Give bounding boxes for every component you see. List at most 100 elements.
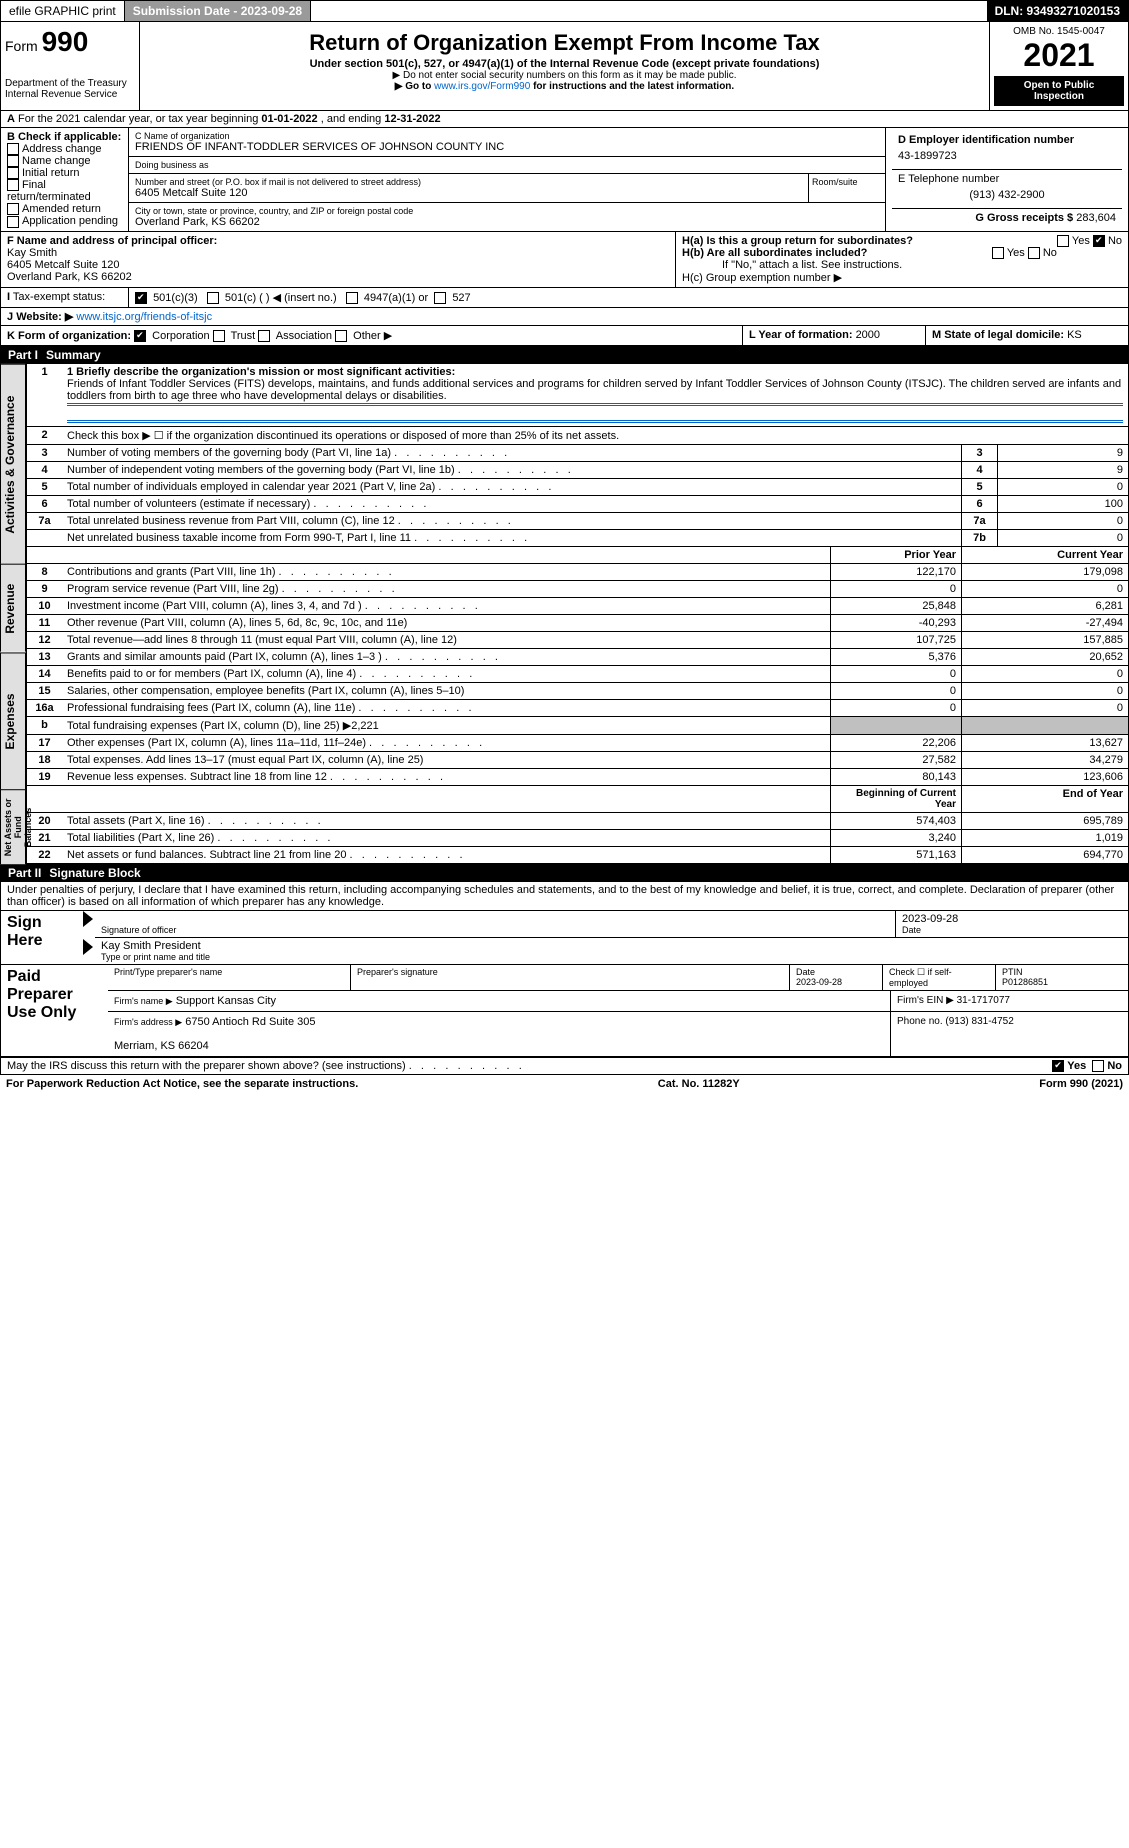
org-name: FRIENDS OF INFANT-TODDLER SERVICES OF JO… — [135, 141, 879, 153]
firm-phone: (913) 831-4752 — [945, 1016, 1013, 1027]
year-formation: L Year of formation: 2000 — [743, 326, 926, 345]
cb-trust[interactable] — [213, 330, 225, 342]
cb-501c3[interactable] — [135, 292, 147, 304]
tab-revenue: Revenue — [0, 564, 26, 652]
cb-corp[interactable] — [134, 330, 146, 342]
line-i: I Tax-exempt status: 501(c)(3) 501(c) ( … — [0, 288, 1129, 308]
room-suite: Room/suite — [808, 174, 885, 202]
cb-assoc[interactable] — [258, 330, 270, 342]
table-row: 22Net assets or fund balances. Subtract … — [27, 847, 1129, 864]
table-row: 15Salaries, other compensation, employee… — [27, 683, 1129, 700]
table-row: 4Number of independent voting members of… — [27, 462, 1129, 479]
cb-may-no[interactable] — [1092, 1060, 1104, 1072]
may-discuss: May the IRS discuss this return with the… — [0, 1058, 1129, 1075]
department: Department of the Treasury Internal Reve… — [5, 78, 135, 100]
f-label: F Name and address of principal officer: — [7, 235, 669, 247]
table-row: 13Grants and similar amounts paid (Part … — [27, 649, 1129, 666]
paid-prep: Paid Preparer Use Only — [1, 965, 108, 1056]
top-bar: efile GRAPHIC print Submission Date - 20… — [0, 0, 1129, 22]
dln: DLN: 93493271020153 — [987, 1, 1128, 21]
d-label: D Employer identification number — [898, 134, 1116, 146]
table-row: 18Total expenses. Add lines 13–17 (must … — [27, 752, 1129, 769]
arrow-icon — [83, 911, 93, 927]
table-row: 16aProfessional fundraising fees (Part I… — [27, 700, 1129, 717]
table-row: 8Contributions and grants (Part VIII, li… — [27, 564, 1129, 581]
table-row: 3Number of voting members of the governi… — [27, 445, 1129, 462]
ha: H(a) Is this a group return for subordin… — [682, 235, 1122, 247]
penalties: Under penalties of perjury, I declare th… — [0, 882, 1129, 911]
city-label: City or town, state or province, country… — [135, 206, 879, 216]
state-domicile: M State of legal domicile: KS — [926, 326, 1128, 345]
cb-501c[interactable] — [207, 292, 219, 304]
irs-link[interactable]: www.irs.gov/Form990 — [434, 81, 530, 92]
table-row: 7aTotal unrelated business revenue from … — [27, 513, 1129, 530]
table-row: Net unrelated business taxable income fr… — [27, 530, 1129, 547]
omb: OMB No. 1545-0047 — [994, 26, 1124, 37]
footer: For Paperwork Reduction Act Notice, see … — [0, 1075, 1129, 1093]
tax-year: 2021 — [994, 37, 1124, 74]
table-row: bTotal fundraising expenses (Part IX, co… — [27, 717, 1129, 735]
cb-4947[interactable] — [346, 292, 358, 304]
table-row: 11Other revenue (Part VIII, column (A), … — [27, 615, 1129, 632]
efile-label: efile GRAPHIC print — [1, 1, 124, 21]
cb-amended[interactable]: Amended return — [7, 203, 122, 215]
officer-addr: 6405 Metcalf Suite 120 Overland Park, KS… — [7, 259, 669, 283]
table-row: 20Total assets (Part X, line 16)574,4036… — [27, 813, 1129, 830]
line-j: J Website: ▶ www.itsjc.org/friends-of-it… — [0, 308, 1129, 326]
submission-date: Submission Date - 2023-09-28 — [124, 1, 311, 21]
paid-preparer-block: Paid Preparer Use Only Print/Type prepar… — [0, 965, 1129, 1058]
tab-net: Net Assets or Fund Balances — [0, 789, 26, 864]
firm-name: Support Kansas City — [176, 995, 276, 1007]
tab-activities: Activities & Governance — [0, 364, 26, 564]
part-ii-bar: Part IISignature Block — [0, 864, 1129, 882]
hb: H(b) Are all subordinates included? Yes … — [682, 247, 1122, 259]
block-fh: F Name and address of principal officer:… — [0, 232, 1129, 288]
cb-may-yes[interactable] — [1052, 1060, 1064, 1072]
self-employed-check[interactable]: Check ☐ if self-employed — [883, 965, 996, 990]
officer-name: Kay Smith — [7, 247, 669, 259]
street-address: 6405 Metcalf Suite 120 — [135, 187, 802, 199]
cb-final[interactable]: Final return/terminated — [7, 179, 122, 203]
open-inspection: Open to Public Inspection — [994, 76, 1124, 106]
website-link[interactable]: www.itsjc.org/friends-of-itsjc — [73, 311, 212, 323]
sign-here-block: Sign Here Signature of officer 2023-09-2… — [0, 911, 1129, 965]
instructions-link-line: ▶ Go to www.irs.gov/Form990 for instruct… — [146, 81, 983, 92]
e-label: E Telephone number — [898, 173, 1116, 185]
telephone: (913) 432-2900 — [898, 185, 1116, 205]
line-a: A For the 2021 calendar year, or tax yea… — [0, 111, 1129, 128]
summary-table: 11 Briefly describe the organization's m… — [26, 364, 1129, 864]
subtitle-1: Under section 501(c), 527, or 4947(a)(1)… — [146, 58, 983, 70]
sign-here: Sign Here — [1, 911, 83, 964]
cb-initial[interactable]: Initial return — [7, 167, 122, 179]
table-row: 9Program service revenue (Part VIII, lin… — [27, 581, 1129, 598]
c-label: C Name of organization — [135, 131, 879, 141]
city-state-zip: Overland Park, KS 66202 — [135, 216, 879, 228]
hb-note: If "No," attach a list. See instructions… — [682, 259, 1122, 271]
cb-name[interactable]: Name change — [7, 155, 122, 167]
table-row: 12Total revenue—add lines 8 through 11 (… — [27, 632, 1129, 649]
hc: H(c) Group exemption number ▶ — [682, 271, 1122, 284]
table-row: 10Investment income (Part VIII, column (… — [27, 598, 1129, 615]
mission: Friends of Infant Toddler Services (FITS… — [67, 378, 1121, 402]
form-header: Form 990 Department of the Treasury Inte… — [0, 22, 1129, 111]
subtitle-2: ▶ Do not enter social security numbers o… — [146, 70, 983, 81]
ein: 43-1899723 — [898, 146, 1116, 166]
summary-section: Activities & Governance Revenue Expenses… — [0, 364, 1129, 864]
form-number: Form 990 — [5, 26, 135, 58]
table-row: 21Total liabilities (Part X, line 26)3,2… — [27, 830, 1129, 847]
table-row: 5Total number of individuals employed in… — [27, 479, 1129, 496]
cb-address[interactable]: Address change — [7, 143, 122, 155]
addr-label: Number and street (or P.O. box if mail i… — [135, 177, 802, 187]
cb-527[interactable] — [434, 292, 446, 304]
dba-label: Doing business as — [129, 157, 885, 174]
part-i-bar: Part ISummary — [0, 346, 1129, 364]
cb-pending[interactable]: Application pending — [7, 215, 122, 227]
cb-other[interactable] — [335, 330, 347, 342]
officer-printed: Kay Smith President — [101, 940, 1122, 952]
sign-date: 2023-09-28 — [902, 913, 1122, 925]
firm-ein: 31-1717077 — [957, 995, 1010, 1006]
g-receipts: G Gross receipts $ 283,604 — [892, 209, 1122, 227]
table-row: 14Benefits paid to or for members (Part … — [27, 666, 1129, 683]
table-row: 6Total number of volunteers (estimate if… — [27, 496, 1129, 513]
prep-date: 2023-09-28 — [796, 977, 842, 987]
